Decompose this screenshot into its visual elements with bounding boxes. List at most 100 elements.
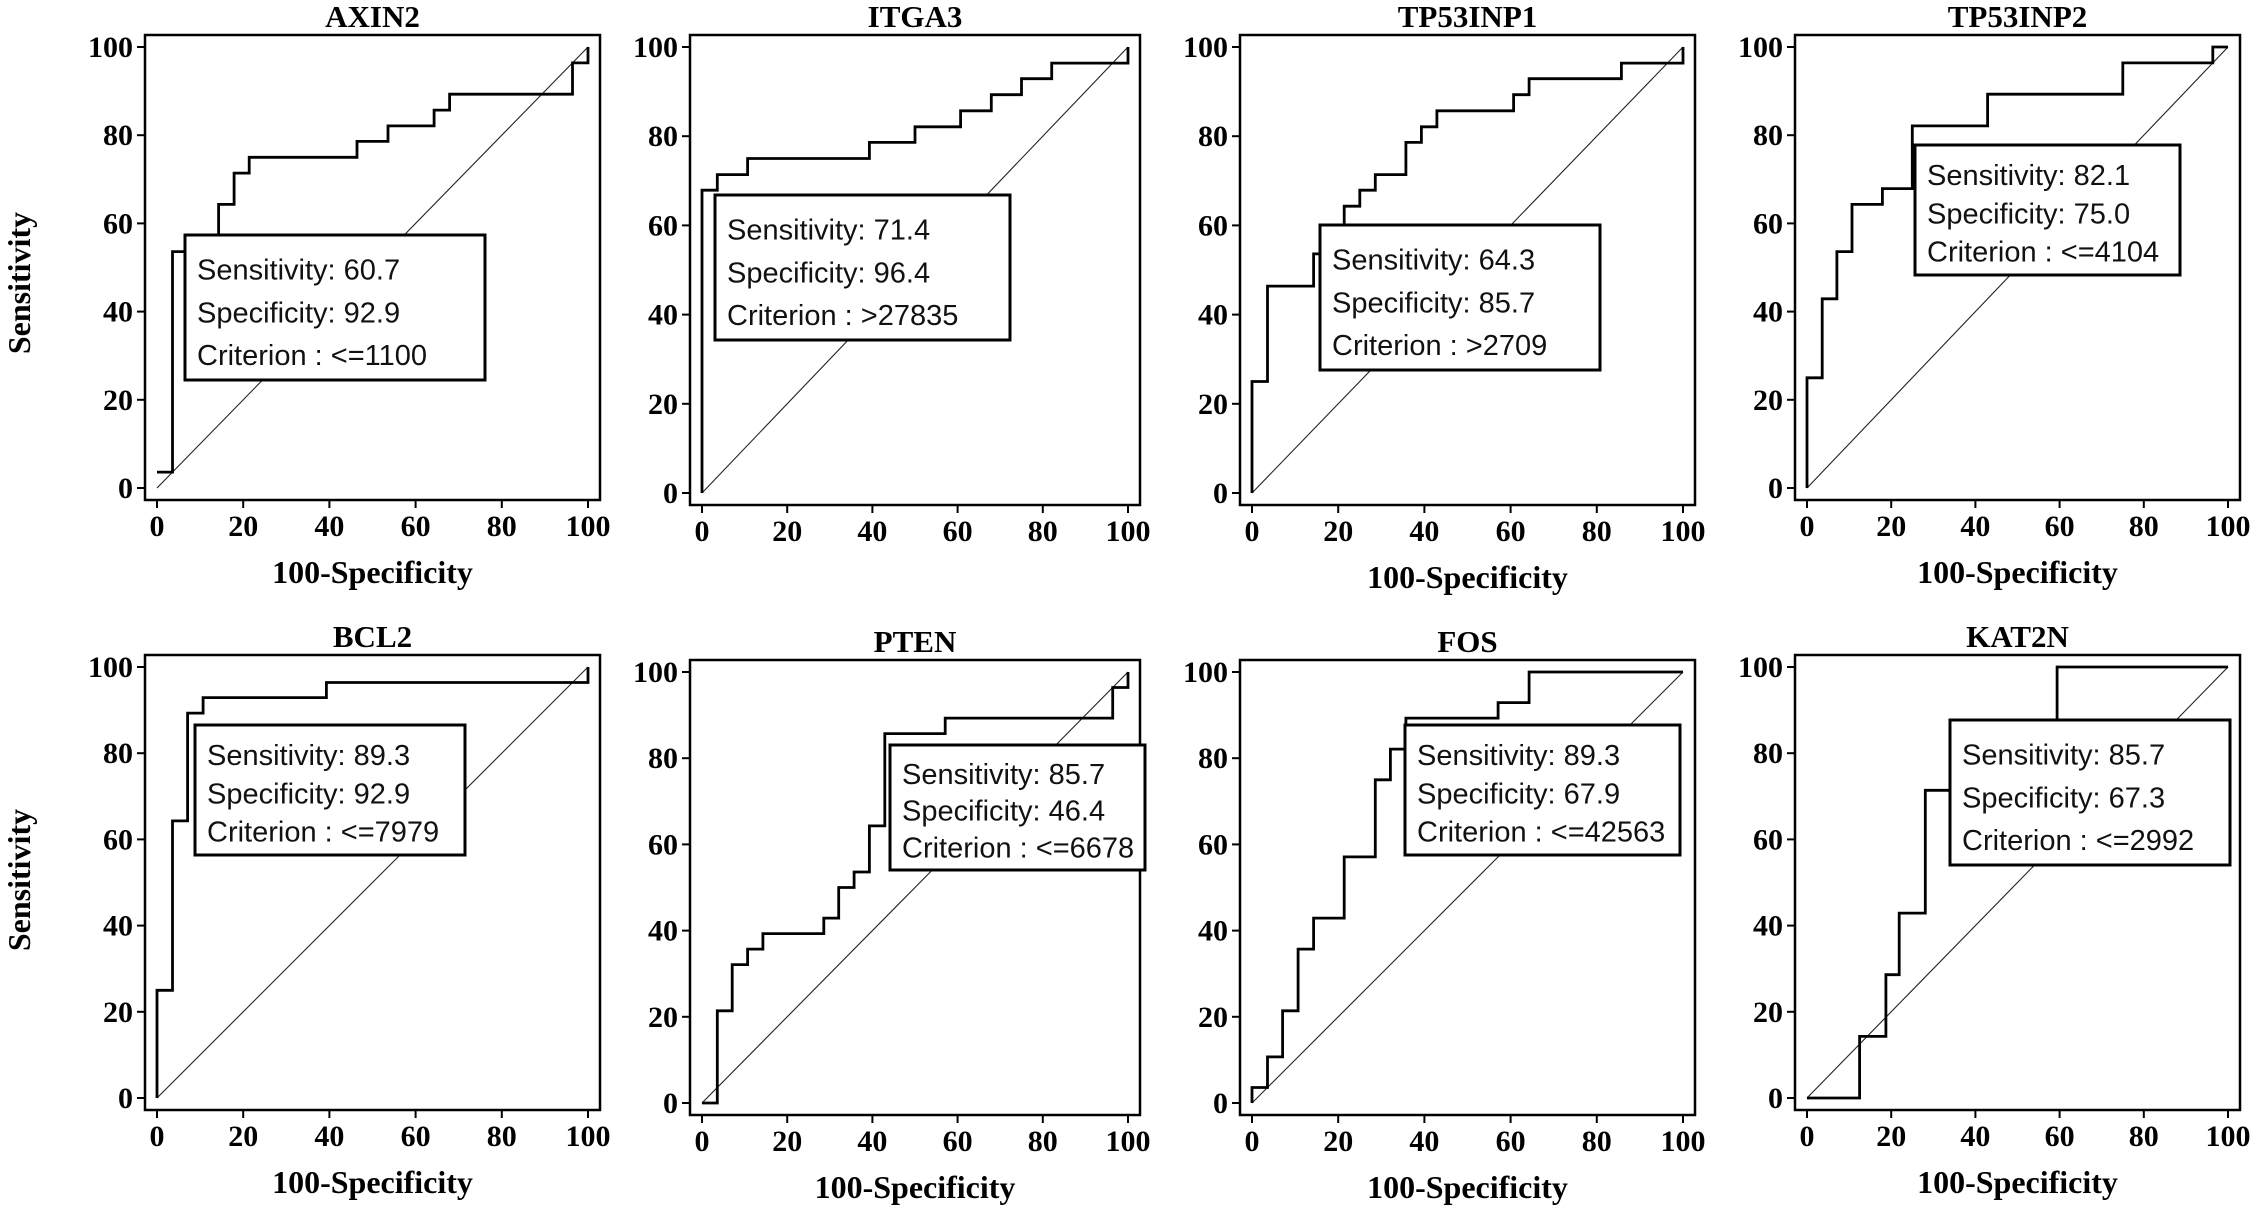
y-tick-label: 60 xyxy=(648,209,678,242)
roc-panels: AXIN2 0 20 40 60 80 100 0 20 40 60 80 100 100-Specifi… xyxy=(88,0,2251,1205)
x-tick-label: 40 xyxy=(1960,510,1990,543)
specificity-text: Specificity: 46.4 xyxy=(902,796,1105,828)
y-tick-label: 80 xyxy=(1753,119,1783,152)
annotation-box xyxy=(1948,718,2232,867)
sensitivity-text: Sensitivity: 64.3 xyxy=(1332,245,1535,277)
specificity-text: Specificity: 75.0 xyxy=(1927,198,2130,230)
criterion-text: Criterion : >2709 xyxy=(1332,330,1547,362)
x-tick-label: 80 xyxy=(487,1120,517,1153)
y-tick-label: 40 xyxy=(1198,915,1228,948)
chart-title: AXIN2 xyxy=(325,0,420,34)
y-tick-label: 100 xyxy=(88,651,133,684)
y-tick-label: 0 xyxy=(118,472,133,505)
chart-title: ITGA3 xyxy=(868,0,963,34)
y-tick-label: 0 xyxy=(663,477,678,510)
x-tick-label: 20 xyxy=(228,510,258,543)
sensitivity-text: Sensitivity: 60.7 xyxy=(197,255,400,287)
x-tick-label: 20 xyxy=(1323,1125,1353,1158)
y-tick-label: 80 xyxy=(648,120,678,153)
plot-frame xyxy=(1793,33,2242,502)
x-tick-label: 100 xyxy=(1106,1125,1151,1158)
criterion-text: Criterion : <=1100 xyxy=(197,340,427,372)
y-tick-label: 60 xyxy=(103,823,133,856)
x-tick-label: 0 xyxy=(1800,1120,1815,1153)
x-axis-title: 100-Specificity xyxy=(272,554,473,590)
y-tick-label: 0 xyxy=(663,1087,678,1120)
plot-frame xyxy=(143,653,602,1112)
annotation-box xyxy=(1318,223,1602,372)
x-tick-label: 20 xyxy=(1876,510,1906,543)
plot-frame xyxy=(143,33,602,502)
roc-panel-tp53inp2: TP53INP2 0 20 40 60 80 100 0 20 40 60 80 100 100-Spec… xyxy=(1738,0,2251,590)
y-tick-label: 0 xyxy=(1768,1082,1783,1115)
y-tick-label: 0 xyxy=(1213,1087,1228,1120)
x-tick-label: 80 xyxy=(1028,1125,1058,1158)
y-tick-label: 40 xyxy=(1753,910,1783,943)
x-tick-label: 20 xyxy=(772,1125,802,1158)
y-tick-label: 0 xyxy=(1213,477,1228,510)
x-tick-label: 100 xyxy=(2206,1120,2251,1153)
specificity-text: Specificity: 96.4 xyxy=(727,257,930,289)
plot-frame xyxy=(688,33,1142,507)
y-tick-label: 20 xyxy=(1753,996,1783,1029)
x-tick-label: 80 xyxy=(1582,1125,1612,1158)
x-tick-label: 40 xyxy=(314,510,344,543)
roc-curve-line xyxy=(1250,670,1683,1103)
x-tick-label: 100 xyxy=(1106,515,1151,548)
roc-curve-line xyxy=(700,47,1130,493)
x-tick-label: 100 xyxy=(2206,510,2251,543)
chart-title: PTEN xyxy=(874,624,957,659)
criterion-text: Criterion : >27835 xyxy=(727,300,958,332)
annotation-box xyxy=(888,743,1147,872)
y-tick-label: 40 xyxy=(103,910,133,943)
y-tick-label: 80 xyxy=(103,119,133,152)
annotation-box xyxy=(1403,723,1682,857)
y-tick-label: 40 xyxy=(648,915,678,948)
x-axis-title: 100-Specificity xyxy=(1917,554,2118,590)
x-tick-label: 100 xyxy=(1661,515,1706,548)
x-axis-title: 100-Specificity xyxy=(815,1169,1016,1205)
y-tick-label: 20 xyxy=(648,1001,678,1034)
x-tick-label: 80 xyxy=(1582,515,1612,548)
y-tick-label: 100 xyxy=(633,656,678,689)
y-tick-label: 80 xyxy=(1198,742,1228,775)
specificity-text: Specificity: 67.3 xyxy=(1962,782,2165,814)
y-tick-label: 60 xyxy=(1198,209,1228,242)
y-tick-label: 20 xyxy=(103,384,133,417)
x-tick-label: 60 xyxy=(943,1125,973,1158)
x-tick-label: 0 xyxy=(1245,515,1260,548)
x-tick-label: 40 xyxy=(1409,1125,1439,1158)
y-tick-label: 60 xyxy=(1198,828,1228,861)
x-tick-label: 40 xyxy=(1409,515,1439,548)
y-tick-label: 100 xyxy=(1183,656,1228,689)
y-tick-label: 100 xyxy=(1738,651,1783,684)
x-tick-label: 100 xyxy=(566,510,611,543)
y-tick-label: 100 xyxy=(88,31,133,64)
annotation-box xyxy=(193,723,467,857)
x-tick-label: 60 xyxy=(2045,1120,2075,1153)
x-tick-label: 60 xyxy=(943,515,973,548)
specificity-text: Specificity: 92.9 xyxy=(207,778,410,810)
x-tick-label: 20 xyxy=(228,1120,258,1153)
annotation-box xyxy=(713,193,1012,342)
y-tick-label: 0 xyxy=(1768,472,1783,505)
y-tick-label: 100 xyxy=(1738,31,1783,64)
y-tick-label: 40 xyxy=(1753,296,1783,329)
y-tick-label: 60 xyxy=(103,207,133,240)
sensitivity-text: Sensitivity: 82.1 xyxy=(1927,160,2130,192)
x-tick-label: 0 xyxy=(695,515,710,548)
roc-panel-pten: PTEN 0 20 40 60 80 100 0 20 40 60 80 100 100-Specific… xyxy=(633,624,1151,1205)
reference-diagonal xyxy=(701,671,1129,1104)
sensitivity-text: Sensitivity: 85.7 xyxy=(902,759,1105,791)
sensitivity-text: Sensitivity: 85.7 xyxy=(1962,740,2165,772)
plot-frame xyxy=(1793,653,2242,1112)
x-axis-title: 100-Specificity xyxy=(1917,1164,2118,1200)
roc-curve-line xyxy=(1250,47,1685,493)
roc-panel-fos: FOS 0 20 40 60 80 100 0 20 40 60 80 100 100-Specifici… xyxy=(1183,624,1706,1205)
y-axis-title-top: Sensitivity xyxy=(1,212,37,354)
y-tick-label: 40 xyxy=(1198,299,1228,332)
x-tick-label: 100 xyxy=(1661,1125,1706,1158)
annotation-box xyxy=(183,233,487,382)
sensitivity-text: Sensitivity: 89.3 xyxy=(1417,740,1620,772)
